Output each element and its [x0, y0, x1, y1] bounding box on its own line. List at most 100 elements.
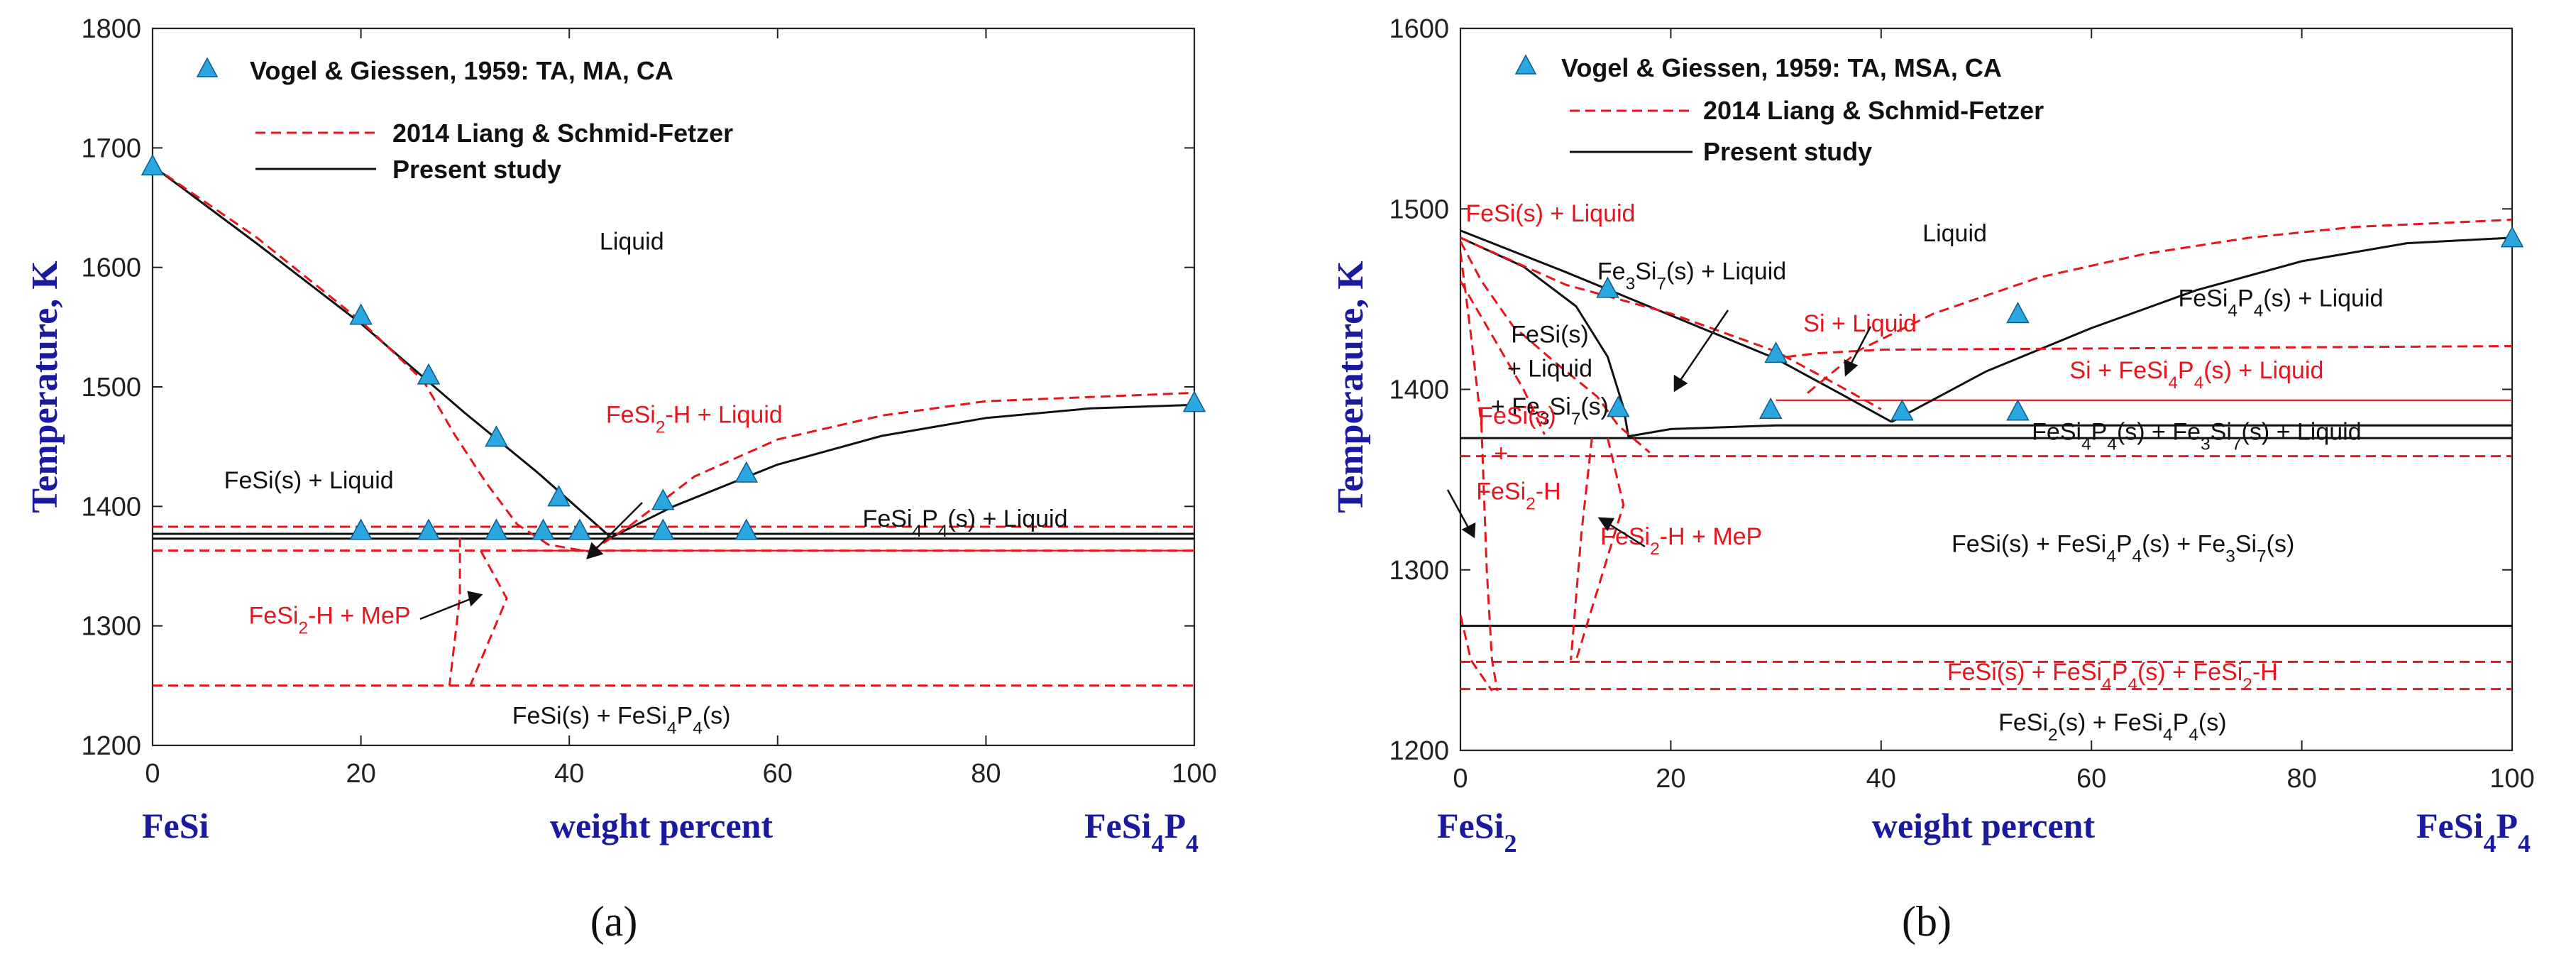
x-tick-label: 60 [763, 759, 793, 789]
chart-panel-b: 1200 1300 1400 1500 1600 0 20 40 60 80 100 FeSi(s… [1331, 14, 2535, 945]
y-tick-label: 1500 [1389, 195, 1449, 224]
experimental-point-marker [1764, 341, 1788, 363]
x-tick-label: 20 [1656, 764, 1685, 794]
panel-label-a: (a) [590, 898, 638, 945]
x-tick-labels-b: 0 20 40 60 80 100 [1453, 764, 2534, 794]
left-component-a: FeSi [142, 806, 209, 845]
experimental-point-marker [651, 518, 675, 540]
region-label: FeSi(s) + Liquid [1465, 200, 1635, 227]
arrowhead-fe3si7-liquid [1673, 374, 1688, 393]
legend-label-present: Present study [392, 155, 561, 184]
experimental-point-marker [417, 518, 441, 540]
arrowhead-feSi2h-mep-b [1597, 517, 1615, 532]
legend-label-liang-b: 2014 Liang & Schmid-Fetzer [1703, 96, 2044, 125]
y-tick-label: 1300 [1389, 556, 1449, 586]
series-line-present-study [1890, 236, 2512, 423]
experimental-point-marker [1596, 276, 1619, 298]
arrow-si-liquid [1849, 326, 1872, 366]
series-line-liang-schmid-fetzer [153, 165, 590, 553]
plot-lines-a [153, 165, 1194, 687]
series-line-present-study [153, 165, 612, 539]
experimental-point-marker [734, 518, 759, 540]
experimental-point-marker [349, 518, 373, 540]
legend-b: Vogel & Giessen, 1959: TA, MSA, CA 2014 … [1514, 53, 2044, 166]
y-tick-label: 1400 [1389, 376, 1449, 405]
right-component-a: FeSi4P4 [1084, 806, 1199, 858]
series-line-liang-schmid-fetzer [1460, 614, 1493, 691]
legend-triangle-marker [196, 57, 219, 77]
series-line-liang-schmid-fetzer [1575, 437, 1625, 661]
annotation-arrows-a [419, 502, 643, 620]
region-label: Si + Liquid [1803, 310, 1917, 337]
experimental-point-marker [568, 518, 592, 540]
y-tick-label: 1800 [81, 14, 141, 44]
y-axis-title-b: Temperature, K [1331, 261, 1371, 513]
region-label: Liquid [600, 228, 664, 255]
series-line-liang-schmid-fetzer [1460, 280, 1546, 435]
y-tick-labels-a: 1200 1300 1400 1500 1600 1700 1800 [81, 14, 141, 761]
plot-area-a [151, 27, 1196, 747]
y-tick-label: 1600 [1389, 14, 1449, 44]
experimental-point-marker [417, 363, 441, 385]
series-line-present-study [1628, 424, 2512, 438]
series-line-liang-schmid-fetzer [1460, 252, 1499, 691]
legend-label-vogel: Vogel & Giessen, 1959: TA, MA, CA [250, 56, 673, 85]
experimental-points-a [141, 154, 1206, 540]
legend-label-present-b: Present study [1703, 137, 1872, 166]
series-line-present-study [610, 403, 1194, 539]
series-line-liang-schmid-fetzer [448, 537, 461, 686]
arrowhead-feSi2h-mep-a [467, 591, 483, 607]
legend-label-liang: 2014 Liang & Schmid-Fetzer [392, 119, 733, 148]
experimental-point-marker [2006, 399, 2030, 421]
y-tick-labels-b: 1200 1300 1400 1500 1600 [1389, 14, 1449, 766]
region-label: Liquid [1922, 220, 1987, 247]
region-label: FeSi(s) + Liquid [224, 467, 394, 494]
series-line-liang-schmid-fetzer [469, 549, 508, 686]
x-tick-label: 100 [2489, 764, 2534, 794]
y-tick-label: 1400 [81, 492, 141, 522]
series-line-liang-schmid-fetzer [1570, 437, 1593, 661]
experimental-point-marker [2500, 226, 2524, 248]
experimental-point-marker [1182, 390, 1206, 412]
experimental-point-marker [141, 154, 165, 176]
plot-area-b [1459, 27, 2514, 752]
y-tick-label: 1600 [81, 253, 141, 283]
axis-ticks-b [1460, 28, 2513, 751]
arrow-feSi2h-mep-a [419, 597, 473, 620]
experimental-point-marker [651, 488, 675, 510]
x-tick-label: 80 [2286, 764, 2316, 794]
x-tick-label: 80 [971, 759, 1001, 789]
left-component-b: FeSi2 [1437, 806, 1517, 858]
arrow-feSi2h-mep-b [1608, 522, 1646, 548]
panel-label-b: (b) [1902, 898, 1952, 945]
series-line-liang-schmid-fetzer [1807, 219, 2512, 394]
region-label: + Liquid [1507, 356, 1592, 383]
arrow-feSi2h-liquid [595, 502, 643, 549]
x-tick-label: 40 [554, 759, 584, 789]
y-tick-label: 1300 [81, 612, 141, 642]
experimental-points-b [1596, 226, 2524, 421]
arrow-fe3si7-liquid [1678, 310, 1729, 382]
experimental-point-marker [485, 518, 508, 540]
legend-label-vogel-b: Vogel & Giessen, 1959: TA, MSA, CA [1561, 53, 2002, 82]
x-tick-label: 60 [2076, 764, 2106, 794]
arrowhead-feSi-feSi2h [1461, 522, 1476, 539]
y-tick-label: 1500 [81, 373, 141, 403]
x-tick-label: 40 [1866, 764, 1896, 794]
series-line-liang-schmid-fetzer [1786, 345, 2512, 358]
x-tick-label: 100 [1172, 759, 1216, 789]
region-label: FeSi(s) [1478, 403, 1556, 429]
region-label: FeSi(s) [1511, 321, 1589, 348]
arrowhead-si-liquid [1844, 359, 1859, 377]
y-tick-label: 1700 [81, 133, 141, 163]
arrow-feSi-feSi2h [1446, 489, 1470, 530]
experimental-point-marker [1607, 395, 1630, 417]
chart-panel-a: 1200 1300 1400 1500 1600 1700 1800 0 20 40 60 80 10… [25, 14, 1217, 945]
x-tick-label: 0 [145, 759, 160, 789]
experimental-point-marker [532, 518, 555, 540]
experimental-point-marker [485, 425, 508, 447]
axis-ticks-a [152, 28, 1195, 746]
experimental-point-marker [2006, 302, 2030, 324]
experimental-point-marker [1890, 399, 1914, 421]
